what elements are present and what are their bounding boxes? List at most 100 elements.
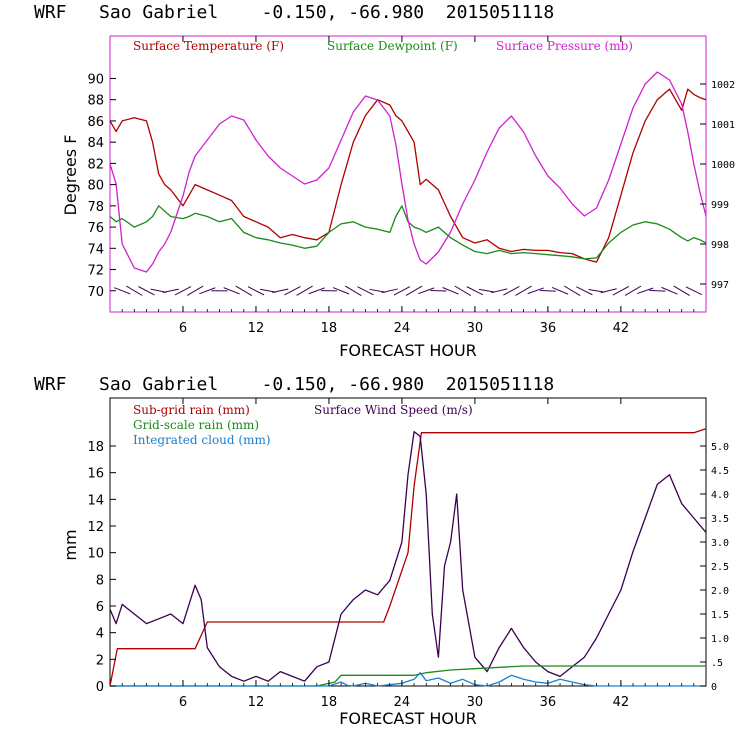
y2-tick-label: 3.0 bbox=[711, 538, 729, 549]
series-line-surface-dewpoint-f bbox=[109, 205, 707, 260]
series-line-grid-scale-rain-mm bbox=[110, 665, 706, 687]
panel2-x-axis-label: FORECAST HOUR bbox=[339, 709, 477, 728]
wind-barb bbox=[381, 288, 398, 294]
y-tick-label: 14 bbox=[87, 493, 104, 508]
legend-grid-scale-rain: Grid-scale rain (mm) bbox=[133, 418, 259, 432]
wind-barb bbox=[503, 286, 520, 296]
wind-barb bbox=[491, 288, 508, 294]
x-tick-label: 12 bbox=[248, 695, 265, 710]
y-tick-label: 86 bbox=[87, 115, 104, 130]
panel1-title: WRF Sao Gabriel -0.150, -66.980 20150511… bbox=[34, 2, 554, 23]
y-tick-label: 4 bbox=[96, 627, 104, 642]
y-tick-label: 16 bbox=[87, 467, 104, 482]
wind-barb bbox=[357, 286, 374, 296]
legend-integrated-cloud: Integrated cloud (mm) bbox=[133, 433, 271, 447]
wind-barb bbox=[369, 288, 386, 293]
y2-tick-label: 5.0 bbox=[711, 442, 729, 453]
series-line-sub-grid-rain-mm bbox=[109, 428, 707, 687]
wind-barb bbox=[527, 287, 544, 295]
wind-barb bbox=[576, 286, 593, 296]
x-tick-label: 36 bbox=[540, 695, 557, 710]
legend-surface-pressure: Surface Pressure (mb) bbox=[496, 39, 633, 53]
legend-surface-dewpoint: Surface Dewpoint (F) bbox=[327, 39, 458, 53]
y-tick-label: 76 bbox=[87, 221, 104, 236]
wind-barb bbox=[113, 287, 131, 295]
series-line-surface-wind-speed-m-s bbox=[109, 430, 707, 682]
y2-tick-label: 4.5 bbox=[711, 466, 729, 477]
wind-barb bbox=[296, 285, 313, 296]
y2-tick-label: 999 bbox=[711, 200, 729, 211]
wind-barb bbox=[174, 286, 192, 296]
y2-tick-label: 997 bbox=[711, 280, 729, 291]
temperature-panel: WRF Sao Gabriel -0.150, -66.980 20150511… bbox=[34, 2, 735, 360]
y-tick-label: 80 bbox=[87, 179, 104, 194]
wind-barb bbox=[563, 285, 581, 296]
wind-barb bbox=[223, 287, 240, 295]
wind-barb bbox=[673, 285, 690, 296]
precipitation-panel: WRF Sao Gabriel -0.150, -66.980 20150511… bbox=[34, 374, 729, 728]
wind-barb bbox=[393, 286, 411, 296]
y-tick-label: 90 bbox=[87, 72, 104, 87]
x-tick-label: 24 bbox=[394, 695, 411, 710]
y2-tick-label: 4.0 bbox=[711, 490, 729, 501]
y-tick-label: 72 bbox=[87, 264, 104, 279]
x-tick-label: 18 bbox=[321, 695, 338, 710]
wind-barb bbox=[661, 286, 678, 295]
y2-tick-label: 1000 bbox=[711, 160, 735, 171]
legend-surface-temperature: Surface Temperature (F) bbox=[133, 39, 284, 53]
wind-barb bbox=[624, 285, 642, 296]
y-tick-label: 84 bbox=[87, 136, 104, 151]
y2-tick-label: 2.5 bbox=[711, 562, 729, 573]
y-tick-label: 18 bbox=[87, 440, 104, 455]
y2-tick-label: 1.0 bbox=[711, 634, 729, 645]
wind-barb bbox=[126, 285, 143, 296]
wind-barb bbox=[588, 288, 605, 293]
wind-barb bbox=[199, 287, 216, 295]
x-tick-label: 30 bbox=[467, 321, 484, 336]
wind-barb bbox=[442, 287, 459, 295]
y-tick-label: 10 bbox=[87, 547, 104, 562]
y-tick-label: 6 bbox=[96, 600, 104, 615]
wind-barb bbox=[649, 289, 666, 292]
y-tick-label: 82 bbox=[87, 157, 104, 172]
y-tick-label: 70 bbox=[87, 285, 104, 300]
x-tick-label: 12 bbox=[248, 321, 265, 336]
y2-tick-label: 3.5 bbox=[711, 514, 729, 525]
panel1-y-axis-label: Degrees F bbox=[61, 135, 80, 216]
wind-barb bbox=[405, 285, 423, 296]
wind-barb bbox=[138, 286, 155, 296]
x-tick-label: 36 bbox=[540, 321, 557, 336]
x-tick-label: 42 bbox=[613, 695, 630, 710]
wind-barb bbox=[418, 287, 435, 295]
y-tick-label: 8 bbox=[96, 573, 104, 588]
wind-barb bbox=[308, 287, 325, 295]
y2-tick-label: 1.5 bbox=[711, 610, 729, 621]
legend-subgrid-rain: Sub-grid rain (mm) bbox=[133, 403, 250, 417]
wind-barb bbox=[637, 287, 654, 295]
y2-tick-label: 2.0 bbox=[711, 586, 729, 597]
legend-surface-wind-speed: Surface Wind Speed (m/s) bbox=[314, 403, 473, 417]
y-tick-label: 0 bbox=[96, 680, 104, 695]
y2-tick-label: 1002 bbox=[711, 80, 735, 91]
wind-barb bbox=[332, 287, 350, 295]
panel2-title: WRF Sao Gabriel -0.150, -66.980 20150511… bbox=[34, 374, 554, 395]
y-tick-label: 78 bbox=[87, 200, 104, 215]
wind-barb bbox=[612, 285, 630, 296]
wind-barb bbox=[539, 289, 556, 292]
x-tick-label: 42 bbox=[613, 321, 630, 336]
x-tick-label: 6 bbox=[179, 321, 187, 336]
wind-barb bbox=[247, 286, 265, 296]
wind-barb bbox=[515, 285, 532, 296]
panel1-x-axis-label: FORECAST HOUR bbox=[339, 341, 477, 360]
wind-barb bbox=[162, 288, 179, 293]
y-tick-label: 74 bbox=[87, 242, 104, 257]
wind-barb bbox=[600, 288, 617, 294]
x-tick-label: 18 bbox=[321, 321, 338, 336]
wind-barb bbox=[186, 285, 204, 296]
wind-barb bbox=[685, 286, 703, 296]
panel1-plot-frame bbox=[109, 35, 707, 313]
wind-barb bbox=[551, 286, 569, 295]
y2-tick-label: 1001 bbox=[711, 120, 735, 131]
wind-barb bbox=[466, 286, 484, 296]
